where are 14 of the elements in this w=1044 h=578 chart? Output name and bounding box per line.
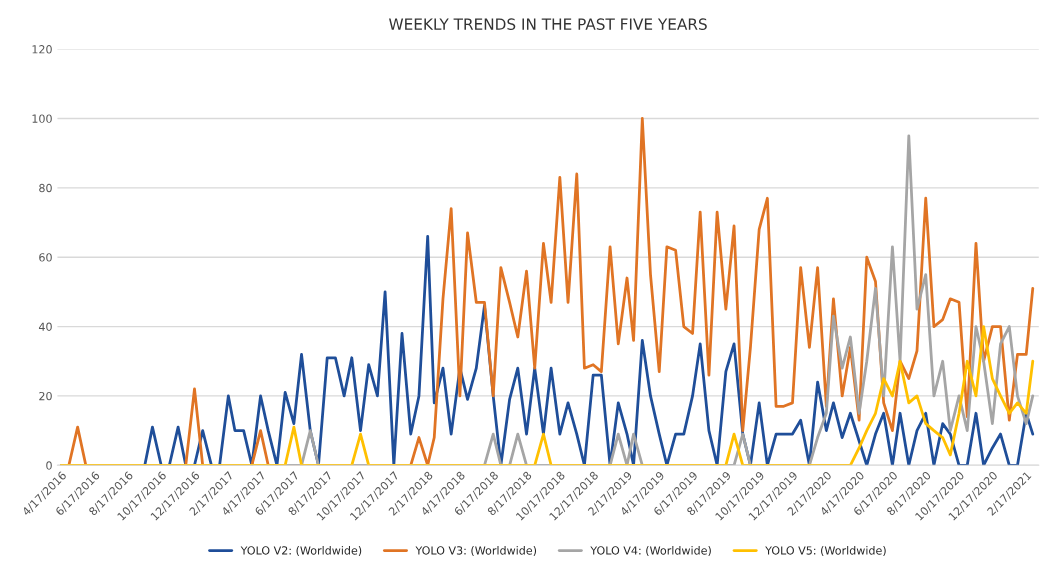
y-tick-label: 40 [38,322,52,331]
y-tick-label: 0 [46,461,52,470]
legend-label: YOLO V4: (Worldwide) [590,546,711,556]
y-tick-label: 80 [39,183,52,193]
chart-title: WEEKLY TRENDS IN THE PAST FIVE YEARS [389,18,707,30]
y-tick-label: 60 [39,253,52,262]
y-tick-label: 20 [39,391,52,401]
legend-label: YOLO V5: (Worldwide) [765,546,886,556]
y-tick-label: 100 [32,114,52,123]
line-series [143,235,1035,466]
legend-label: YOLO V3: (Worldwide) [415,546,537,556]
y-tick-label: 120 [32,45,52,54]
legend-label: YOLO V2: (Worldwide) [240,546,362,556]
line-series [59,325,1035,466]
